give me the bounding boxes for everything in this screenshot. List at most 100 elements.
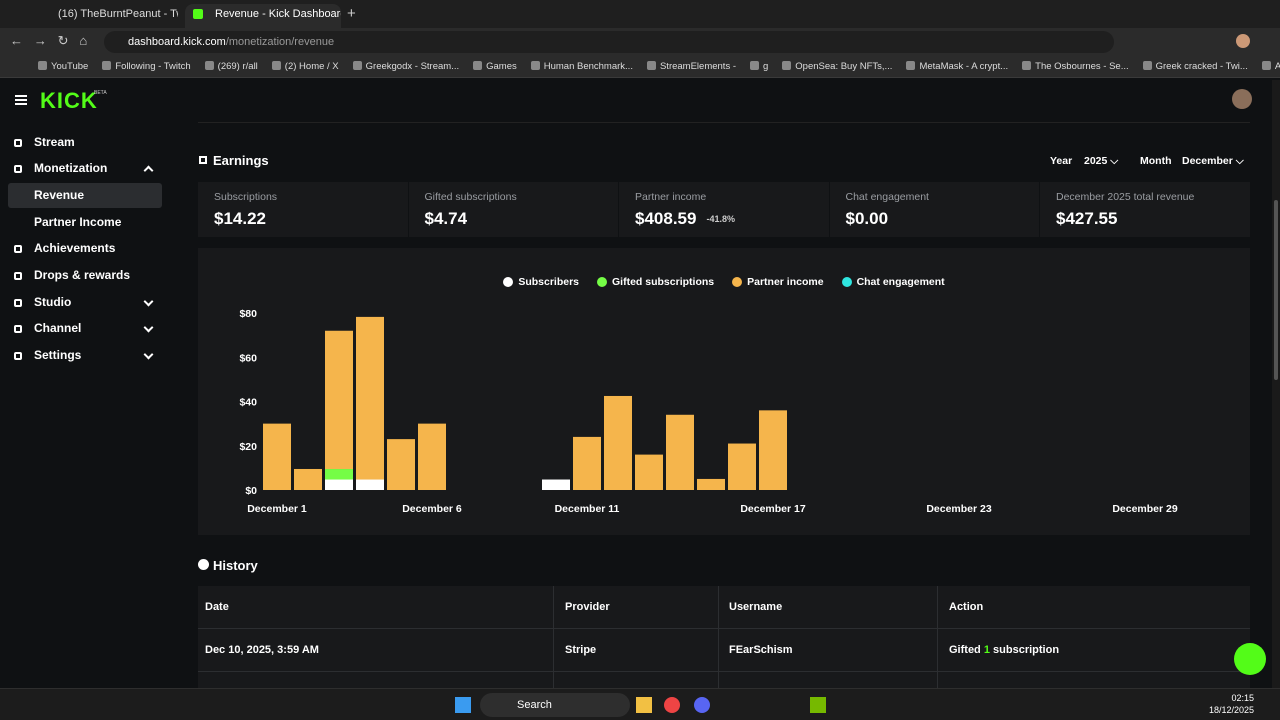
column-header: Username: [729, 601, 783, 613]
bookmark[interactable]: StreamElements -: [647, 61, 736, 72]
nav-item[interactable]: Achievements: [8, 236, 162, 261]
y-tick-label: $40: [239, 397, 257, 409]
legend-item[interactable]: Gifted subscriptions: [597, 276, 714, 288]
legend-item[interactable]: Partner income: [732, 276, 824, 288]
address-bar: ← → ↻ ⌂ dashboard.kick.com/monetization/…: [0, 28, 1280, 56]
legend: Subscribers Gifted subscriptions Partner i…: [198, 276, 1250, 288]
nav-icon: [14, 245, 22, 253]
bookmark[interactable]: Greekgodx - Stream...: [353, 61, 459, 72]
stat-amount: $14.22: [214, 209, 266, 228]
row-divider: [198, 671, 1250, 672]
chevron: [143, 322, 154, 333]
bookmark[interactable]: Human Benchmark...: [531, 61, 633, 72]
y-tick-label: $60: [239, 352, 257, 364]
y-tick-label: $20: [239, 441, 257, 453]
url-path: /monetization/revenue: [225, 36, 335, 48]
nav-item[interactable]: Partner Income: [34, 215, 122, 229]
bar-segment: [263, 423, 291, 490]
cell-date: Dec 10, 2025, 3:59 AM: [205, 644, 319, 656]
stat-amount: $0.00: [845, 209, 889, 228]
bar-segment: [356, 316, 384, 480]
menu-icon[interactable]: [15, 95, 27, 105]
bookmark[interactable]: (2) Home / X: [272, 61, 339, 72]
nav-icon: [14, 299, 22, 307]
bookmark[interactable]: Games: [473, 61, 517, 72]
url-field[interactable]: dashboard.kick.com/monetization/revenue: [104, 31, 1114, 53]
all-bookmarks[interactable]: All Bookmarks: [1262, 61, 1280, 72]
history-icon: [198, 559, 209, 570]
legend-swatch: [732, 277, 743, 287]
tab[interactable]: (16) TheBurntPeanut - Twitc: [58, 8, 178, 20]
chart: $0 $20 $40 $60 $80 December 1 December 6 Decemb…: [239, 308, 1177, 515]
stat-value: $0.00: [846, 209, 1024, 229]
legend-item[interactable]: Subscribers: [503, 276, 579, 288]
column-header: Date: [205, 601, 229, 613]
x-tick-label: December 17: [740, 503, 806, 515]
cell-action: Gifted 1 subscription: [949, 629, 1059, 672]
nav-item[interactable]: Channel: [8, 316, 162, 341]
x-tick-label: December 11: [555, 503, 620, 515]
legend-label: Subscribers: [518, 276, 580, 288]
app-icon[interactable]: [636, 697, 652, 713]
nav-item[interactable]: Studio: [8, 290, 162, 315]
chart-panel: Subscribers Gifted subscriptions Partner i…: [198, 248, 1250, 535]
taskbar: Search 02:15 18/12/2025: [0, 688, 1280, 720]
row-divider: [198, 628, 1250, 629]
bookmark[interactable]: g: [750, 61, 768, 72]
app-icon[interactable]: [694, 697, 710, 713]
profile[interactable]: [1236, 34, 1250, 48]
history-table: Date Provider Username Action Dec 10, 20…: [198, 586, 1250, 688]
stat-card: December 2025 total revenue $427.55: [1040, 182, 1250, 237]
month-select[interactable]: December ⌵: [1182, 155, 1244, 167]
nav-item[interactable]: Monetization: [8, 156, 162, 181]
nav-buttons[interactable]: ← → ↻ ⌂: [10, 33, 88, 48]
y-tick-label: $80: [239, 308, 257, 320]
bookmark[interactable]: OpenSea: Buy NFTs,...: [782, 61, 892, 72]
nav-icon: [14, 139, 22, 147]
scroll-thumb[interactable]: [1274, 200, 1278, 380]
x-tick-label: December 23: [926, 503, 992, 515]
stat-value: $427.55: [1056, 209, 1234, 229]
bar-segment: [418, 423, 446, 490]
col-divider: [937, 586, 938, 688]
new-tab[interactable]: +: [347, 5, 356, 22]
bar-segment: [387, 439, 415, 490]
stat-card: Subscriptions $14.22: [198, 182, 408, 237]
logo[interactable]: KICK: [40, 88, 98, 113]
tab-active[interactable]: Revenue - Kick Dashboard: [185, 4, 341, 28]
month-label: Month: [1140, 155, 1172, 167]
chevron: [143, 296, 154, 307]
app-icon[interactable]: [664, 697, 680, 713]
support-button[interactable]: [1234, 643, 1266, 675]
search-box[interactable]: Search: [480, 693, 630, 717]
app-icon[interactable]: [810, 697, 826, 713]
nav-icon: [14, 325, 22, 333]
action-text: Gifted: [949, 644, 981, 656]
nav-item[interactable]: Stream: [8, 130, 162, 155]
stat-value: $14.22: [214, 209, 392, 229]
bookmark[interactable]: The Osbournes - Se...: [1022, 61, 1128, 72]
bookmark[interactable]: MetaMask - A crypt...: [906, 61, 1008, 72]
start-button[interactable]: [455, 697, 471, 713]
nav-item[interactable]: Revenue: [8, 183, 162, 208]
year-value: 2025: [1084, 155, 1108, 167]
stat-amount: $408.59: [635, 209, 697, 228]
bookmark[interactable]: Following - Twitch: [102, 61, 190, 72]
avatar[interactable]: [1232, 89, 1252, 109]
time: 02:15: [1231, 693, 1254, 703]
bookmark[interactable]: YouTube: [38, 61, 88, 72]
bar-segment: [604, 395, 632, 490]
month-value: December: [1182, 155, 1233, 167]
year-select[interactable]: 2025 ⌵: [1084, 155, 1119, 167]
stat-amount: $427.55: [1056, 209, 1118, 228]
bookmark[interactable]: Greek cracked - Twi...: [1143, 61, 1248, 72]
nav-item[interactable]: Settings: [8, 343, 162, 368]
legend-item[interactable]: Chat engagement: [841, 276, 945, 288]
favicon: [193, 9, 203, 19]
stat-change: -41.8%: [706, 214, 735, 224]
bookmark[interactable]: (269) r/all: [205, 61, 258, 72]
nav-icon: [14, 165, 22, 173]
nav-item[interactable]: Drops & rewards: [8, 263, 162, 288]
stat-label: Gifted subscriptions: [424, 191, 517, 203]
column-header: Action: [949, 601, 984, 613]
